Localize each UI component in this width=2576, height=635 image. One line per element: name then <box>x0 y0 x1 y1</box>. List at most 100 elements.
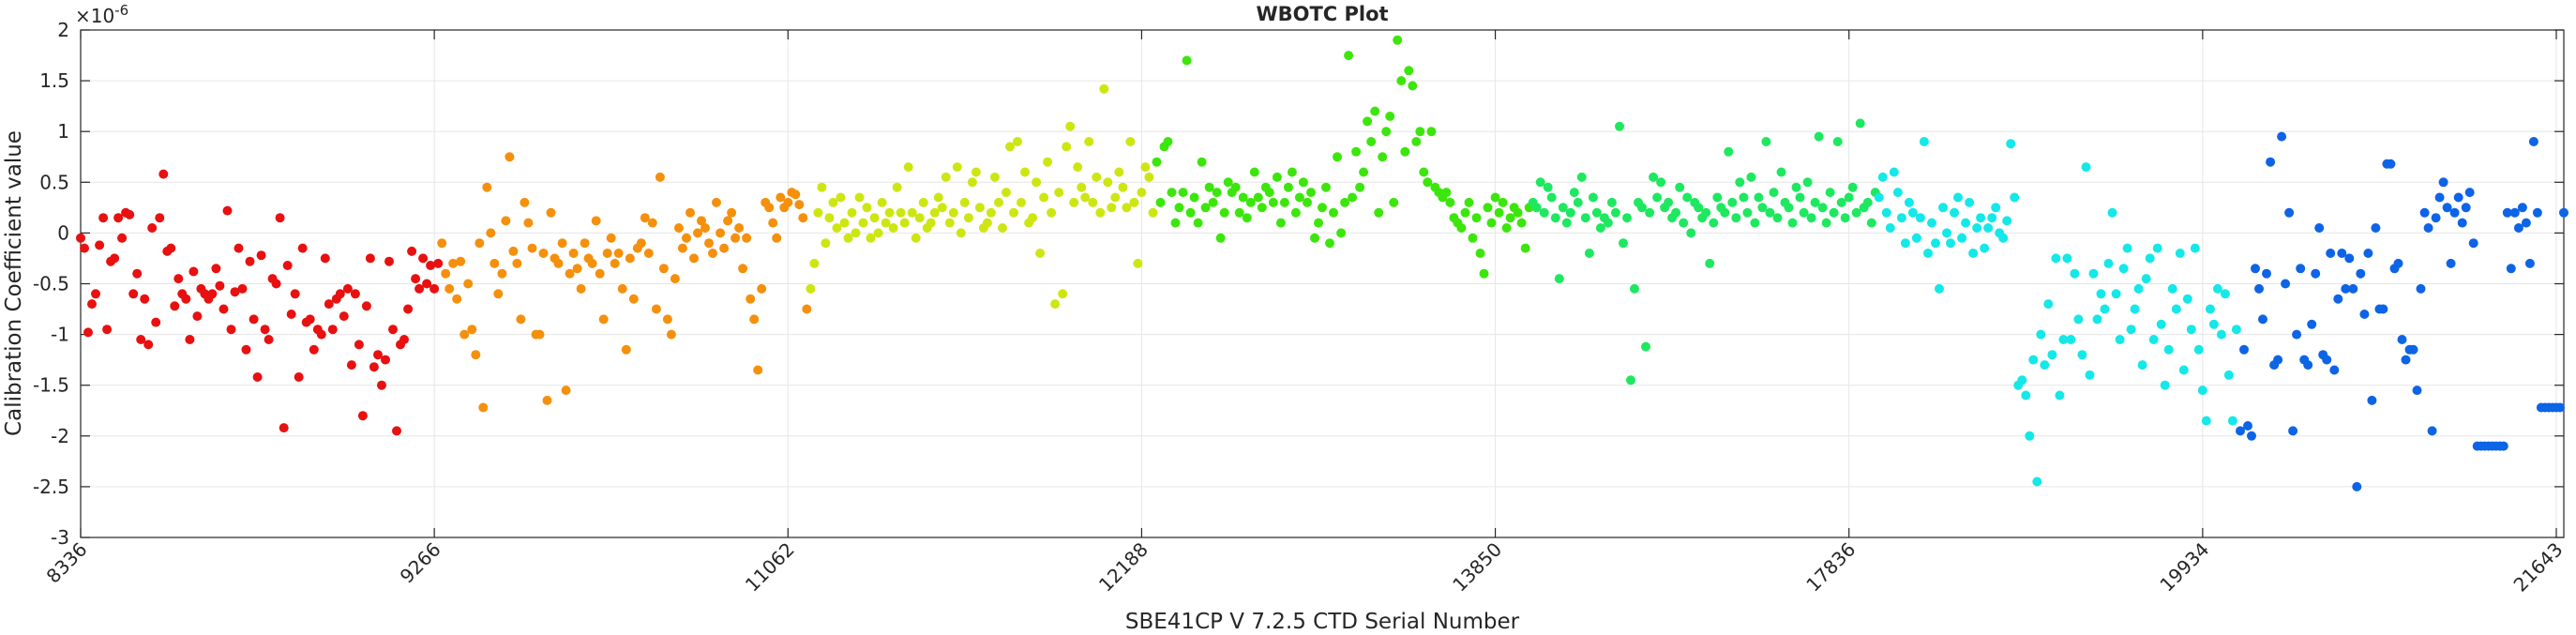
data-point <box>2513 223 2523 233</box>
data-point <box>2419 207 2430 218</box>
data-point <box>2468 238 2478 249</box>
data-point <box>2314 223 2325 233</box>
data-point <box>2073 314 2084 325</box>
data-point <box>2141 274 2151 284</box>
data-point <box>2058 335 2069 344</box>
data-point <box>1077 182 1087 192</box>
data-point <box>802 304 812 314</box>
data-point <box>2266 157 2276 167</box>
data-point <box>2559 207 2568 218</box>
data-point <box>369 362 379 372</box>
data-point <box>1103 177 1113 188</box>
data-point <box>1946 238 1955 249</box>
y-ticks: -3 -2.5 -2 -1.5 -1 -0.5 0 0.5 1 1.5 2 <box>33 19 2564 549</box>
y-axis-exponent-base: ×10 <box>75 5 114 27</box>
y-tick-label: -3 <box>51 526 69 549</box>
data-point <box>546 207 556 218</box>
data-point <box>354 340 364 350</box>
data-point <box>365 253 375 264</box>
data-point <box>753 365 763 375</box>
data-point <box>444 283 455 294</box>
data-point <box>2386 159 2396 169</box>
data-point <box>237 283 248 294</box>
data-point <box>2532 207 2542 218</box>
data-point <box>342 283 353 294</box>
data-point <box>821 238 831 249</box>
data-point <box>294 372 304 382</box>
data-point <box>1588 192 1598 203</box>
data-point <box>339 311 349 322</box>
data-point <box>1174 203 1184 213</box>
data-point <box>2220 289 2230 299</box>
data-point <box>1062 142 1072 152</box>
data-point <box>1314 218 1323 228</box>
data-point <box>282 261 293 270</box>
data-point <box>806 283 816 294</box>
data-point <box>399 335 409 344</box>
data-point <box>2010 192 2020 203</box>
data-point <box>2506 264 2516 274</box>
data-point <box>809 258 820 268</box>
data-point <box>1546 192 1557 203</box>
data-point <box>1325 238 1334 249</box>
data-point <box>1400 146 1410 157</box>
data-point <box>218 304 229 314</box>
data-point <box>2145 253 2155 264</box>
data-point <box>1615 121 1624 131</box>
y-tick-label: 1 <box>57 120 69 143</box>
data-point <box>1580 213 1590 223</box>
data-point <box>2115 335 2125 344</box>
data-point <box>613 249 624 258</box>
data-point <box>1679 218 1689 228</box>
data-point <box>1242 213 1252 223</box>
data-point <box>685 207 695 218</box>
data-point <box>944 218 955 228</box>
data-point <box>643 249 654 258</box>
data-point <box>1475 249 1485 258</box>
data-point <box>2051 253 2061 264</box>
data-point <box>1987 213 1997 223</box>
data-point <box>2175 249 2185 258</box>
data-point <box>497 268 507 279</box>
data-point <box>2341 283 2351 294</box>
data-point <box>1746 172 1756 182</box>
data-point <box>1630 283 1639 294</box>
data-point <box>1152 157 1162 167</box>
data-point <box>2118 264 2129 274</box>
data-point <box>1701 207 1711 218</box>
data-point <box>1626 375 1635 386</box>
data-point <box>1245 197 1256 207</box>
data-point <box>1095 207 1106 218</box>
data-point <box>1193 218 1203 228</box>
data-point <box>666 329 676 340</box>
data-point <box>610 258 620 268</box>
data-point <box>989 172 1000 182</box>
data-point <box>1799 207 1809 218</box>
data-point <box>1576 172 1587 182</box>
data-point <box>1483 203 1493 213</box>
data-point <box>621 344 631 355</box>
data-point <box>591 216 601 226</box>
data-point <box>1787 218 1798 228</box>
data-point <box>1802 177 1813 188</box>
data-point <box>1092 172 1102 182</box>
data-point <box>1927 218 1936 228</box>
data-point <box>693 228 702 238</box>
data-point <box>110 253 120 264</box>
data-point <box>173 274 184 284</box>
data-point <box>1976 213 1986 223</box>
data-point <box>2416 283 2426 294</box>
data-point <box>1404 66 1414 76</box>
data-point <box>1806 213 1816 223</box>
data-point <box>2201 416 2211 426</box>
data-point <box>1761 137 1771 146</box>
data-point <box>2028 355 2039 365</box>
data-point <box>2126 325 2136 335</box>
data-point <box>1140 162 1151 173</box>
data-point <box>388 325 398 335</box>
data-point <box>475 238 485 249</box>
data-point <box>1212 188 1222 198</box>
data-point <box>1336 228 1347 238</box>
data-point <box>1950 207 1959 218</box>
data-point <box>1272 172 1282 182</box>
